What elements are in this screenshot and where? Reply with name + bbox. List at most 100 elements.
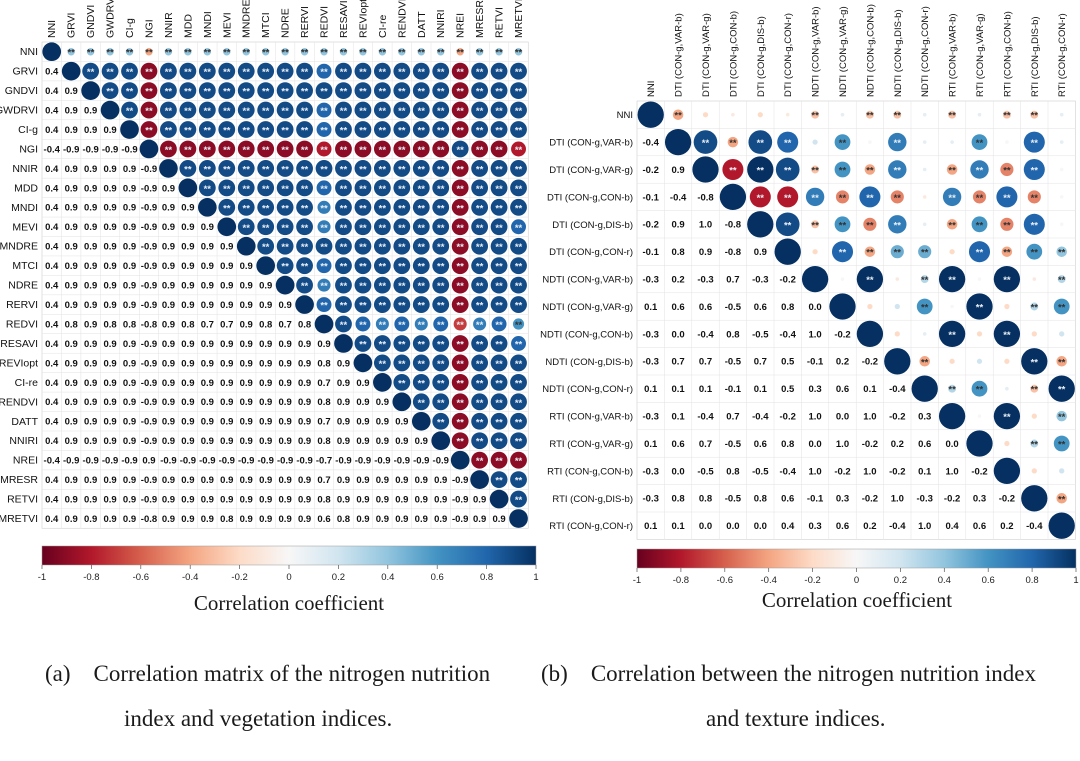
- correlation-value: 0.9: [65, 417, 78, 428]
- significance-marker: **: [1031, 111, 1039, 122]
- column-label: RTI (CON-g,VAR-g): [975, 13, 986, 97]
- correlation-value: 0.9: [220, 339, 233, 350]
- significance-marker: **: [976, 193, 984, 204]
- correlation-circle: [747, 211, 774, 238]
- correlation-circle: [811, 165, 820, 174]
- significance-marker: **: [495, 184, 503, 195]
- significance-marker: **: [495, 339, 503, 350]
- correlation-circle: [436, 47, 445, 56]
- correlation-circle: [315, 237, 333, 255]
- correlation-value: 0.9: [356, 417, 369, 428]
- significance-marker: **: [223, 164, 231, 175]
- column-label: MNDRE: [241, 0, 253, 38]
- correlation-circle: [451, 179, 469, 197]
- column-label: RTI (CON-g,VAR-b): [948, 13, 959, 97]
- significance-marker: **: [359, 242, 367, 253]
- correlation-circle: [354, 237, 372, 255]
- correlation-value: 0.9: [181, 242, 194, 253]
- correlation-value: 0.9: [65, 125, 78, 136]
- significance-marker: **: [476, 417, 484, 428]
- row-label: MRETVI: [0, 513, 38, 525]
- correlation-value: -0.4: [1026, 521, 1043, 532]
- correlation-circle: [198, 82, 216, 100]
- correlation-circle: [471, 296, 489, 313]
- correlation-circle: [856, 265, 884, 293]
- significance-marker: **: [379, 203, 387, 214]
- correlation-value: 1.0: [699, 220, 712, 231]
- correlation-value: 0.4: [45, 436, 59, 447]
- correlation-value: 0.7: [754, 357, 767, 368]
- significance-marker: **: [866, 193, 874, 204]
- correlation-value: 0.9: [84, 475, 97, 486]
- correlation-value: 0.8: [726, 466, 739, 477]
- correlation-circle: [942, 187, 962, 207]
- correlation-circle: [335, 218, 352, 236]
- correlation-circle: [145, 47, 153, 56]
- significance-marker: **: [921, 275, 929, 286]
- correlation-circle: [834, 216, 851, 233]
- correlation-value: 0.9: [84, 436, 97, 447]
- significance-marker: **: [921, 248, 929, 259]
- correlation-value: 0.8: [259, 319, 272, 330]
- significance-marker: **: [262, 203, 270, 214]
- correlation-value: 0.9: [103, 358, 116, 369]
- significance-marker: **: [476, 184, 484, 195]
- correlation-value: 0.9: [65, 475, 78, 486]
- correlation-value: 0.9: [201, 475, 214, 486]
- correlation-circle: [719, 183, 747, 211]
- correlation-value: 0.9: [123, 397, 136, 408]
- colorbar-tick-label: 0.8: [1025, 575, 1038, 586]
- correlation-circle: [281, 47, 289, 56]
- correlation-value: 0.9: [220, 436, 233, 447]
- correlation-circle: [1048, 512, 1075, 539]
- significance-marker: **: [495, 87, 503, 98]
- correlation-circle: [257, 101, 275, 119]
- significance-marker: **: [379, 87, 387, 98]
- column-label: MTCI: [260, 12, 272, 38]
- significance-marker: **: [340, 242, 348, 253]
- correlation-value: -0.9: [452, 475, 468, 486]
- significance-marker: **: [515, 164, 523, 175]
- correlation-value: 0.9: [671, 165, 684, 176]
- significance-marker: **: [948, 330, 956, 341]
- correlation-circle: [834, 134, 851, 150]
- significance-marker: **: [1058, 357, 1066, 368]
- column-label: RTI (CON-g,CON-b): [1002, 11, 1013, 97]
- correlation-circle: [296, 237, 313, 255]
- correlation-value: 0.9: [337, 378, 350, 389]
- correlation-value: 0.9: [259, 417, 272, 428]
- significance-marker: **: [418, 339, 426, 350]
- significance-marker: **: [223, 184, 231, 195]
- significance-marker: **: [894, 220, 902, 231]
- row-label: MNDI: [11, 202, 38, 214]
- correlation-circle: [398, 47, 406, 56]
- correlation-circle: [1005, 140, 1009, 144]
- correlation-value: 1.0: [891, 494, 904, 505]
- colorbar-tick-label: -1: [38, 572, 46, 583]
- correlation-circle: [218, 140, 236, 158]
- correlation-value: 0.9: [142, 456, 155, 467]
- significance-marker: **: [359, 87, 367, 98]
- column-label: MDD: [182, 14, 194, 38]
- correlation-value: 0.9: [103, 339, 116, 350]
- correlation-circle: [432, 218, 450, 236]
- significance-marker: **: [1031, 440, 1039, 451]
- significance-marker: **: [437, 145, 445, 156]
- correlation-value: 0.9: [162, 475, 175, 486]
- correlation-circle: [354, 82, 372, 100]
- correlation-circle: [456, 47, 464, 56]
- row-label: RTI (CON-g,CON-b): [547, 466, 633, 477]
- correlation-value: 0.8: [220, 514, 233, 525]
- correlation-value: 0.9: [356, 494, 369, 505]
- correlation-circle: [490, 82, 508, 100]
- significance-marker: **: [145, 126, 153, 137]
- correlation-circle: [451, 432, 469, 450]
- significance-marker: **: [262, 126, 270, 137]
- significance-marker: **: [1031, 303, 1039, 314]
- significance-marker: **: [223, 126, 231, 137]
- significance-marker: **: [126, 87, 134, 98]
- correlation-value: 0.9: [181, 417, 194, 428]
- significance-marker: **: [495, 67, 503, 78]
- correlation-value: 0.9: [240, 436, 253, 447]
- significance-marker: **: [495, 320, 503, 331]
